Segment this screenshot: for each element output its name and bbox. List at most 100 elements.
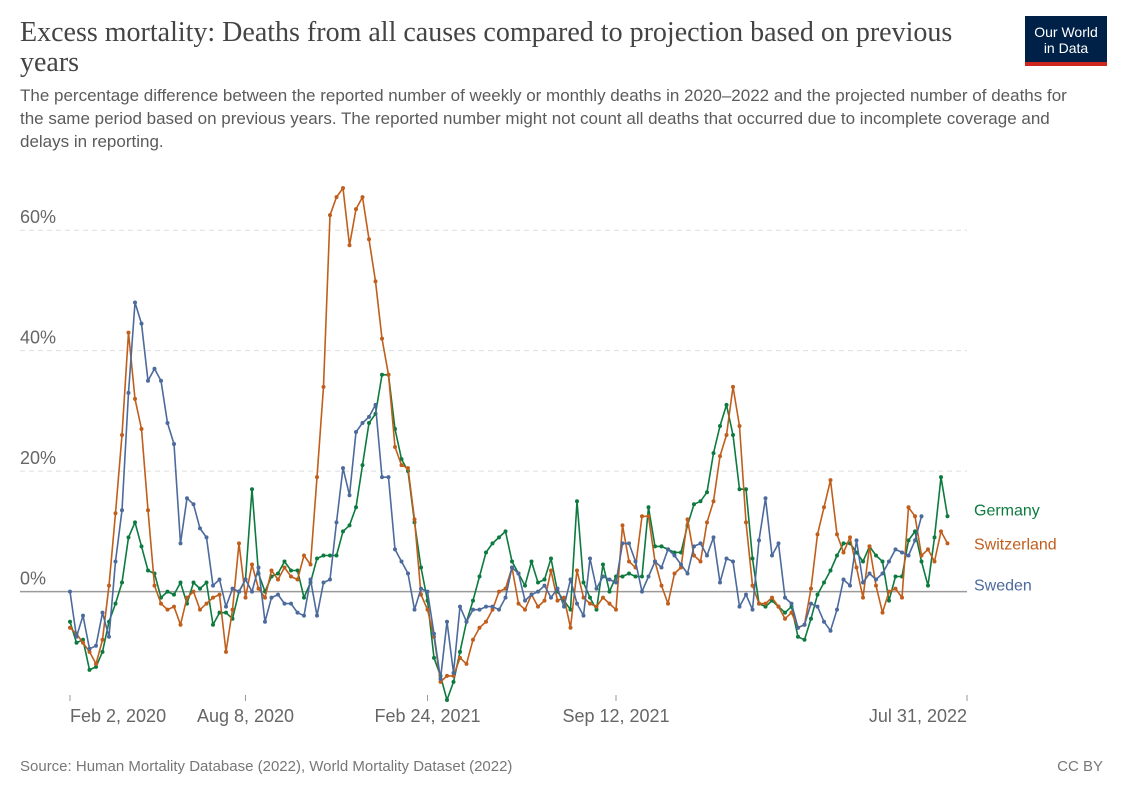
switzerland-point [100, 637, 105, 642]
owid-logo[interactable]: Our World in Data [1025, 16, 1107, 66]
switzerland-point [835, 532, 839, 537]
switzerland-point [549, 568, 553, 573]
switzerland-point [594, 604, 599, 609]
germany-point [217, 610, 222, 615]
germany-point [945, 514, 950, 519]
germany-point [250, 487, 254, 492]
switzerland-point [406, 466, 410, 471]
switzerland-point [874, 583, 878, 588]
switzerland-point [399, 463, 404, 468]
switzerland-point [562, 595, 566, 600]
sweden-point [542, 583, 547, 588]
switzerland-point [516, 601, 521, 606]
germany-point [672, 550, 677, 555]
switzerland-point [458, 655, 462, 660]
switzerland-point [334, 195, 339, 200]
germany-point [737, 487, 742, 492]
sweden-point [354, 429, 358, 434]
germany-point [497, 535, 501, 540]
germany-point [633, 574, 638, 579]
sweden-point [562, 604, 566, 609]
germany-point [575, 499, 579, 504]
switzerland-point [601, 595, 605, 600]
chart-subtitle: The percentage difference between the re… [20, 86, 1067, 151]
germany-point [893, 574, 898, 579]
switzerland-point [237, 541, 241, 546]
sweden-point [425, 589, 430, 594]
switzerland-point [373, 279, 378, 284]
sweden-point [477, 607, 482, 612]
switzerland-point [945, 541, 950, 546]
sweden-point [295, 610, 300, 615]
sweden-point [607, 577, 612, 582]
germany-point [211, 622, 215, 627]
sweden-point [640, 589, 644, 594]
sweden-point [139, 321, 144, 326]
license-link[interactable]: CC BY [1057, 758, 1103, 775]
sweden-point [172, 442, 176, 447]
switzerland-point [230, 607, 235, 612]
switzerland-point [367, 237, 371, 242]
germany-point [529, 559, 534, 564]
sweden-point [113, 559, 118, 564]
switzerland-point [165, 607, 170, 612]
sweden-point [393, 547, 397, 552]
sweden-point [633, 559, 638, 564]
switzerland-point [893, 586, 898, 591]
sweden-point [516, 571, 521, 576]
switzerland-point [705, 520, 709, 525]
sweden-line [69, 301, 923, 680]
switzerland-point [276, 577, 280, 582]
switzerland-point [497, 589, 501, 594]
sweden-point [464, 619, 469, 624]
germany-point [692, 502, 696, 507]
sweden-point [334, 520, 339, 525]
sweden-point [555, 586, 560, 591]
sweden-point [87, 646, 92, 651]
germany-point [932, 535, 937, 540]
switzerland-point [841, 550, 846, 555]
sweden-point [809, 601, 813, 606]
sweden-point [269, 595, 274, 600]
switzerland-point [906, 505, 911, 510]
logo-accent-bar [1025, 62, 1107, 66]
switzerland-point [484, 619, 488, 624]
germany-point [679, 550, 683, 555]
germany-point [594, 607, 599, 612]
sweden-point [659, 565, 664, 570]
sweden-point [432, 631, 436, 636]
legend-switzerland: Switzerland [974, 536, 1057, 553]
switzerland-point [198, 607, 202, 612]
sweden-point [367, 414, 371, 419]
sweden-point [893, 547, 898, 552]
sweden-point [107, 634, 111, 639]
switzerland-point [627, 559, 631, 564]
sweden-point [711, 535, 716, 540]
switzerland-point [685, 517, 690, 522]
germany-point [549, 556, 553, 561]
germany-point [828, 568, 833, 573]
sweden-point [731, 559, 735, 564]
sweden-point [230, 586, 235, 591]
switzerland-point [224, 649, 228, 654]
germany-point [653, 544, 657, 549]
germany-point [321, 553, 326, 558]
germany-point [87, 667, 92, 672]
sweden-point [614, 580, 618, 585]
germany-line [69, 373, 949, 701]
sweden-point [666, 547, 670, 552]
sweden-point [835, 607, 839, 612]
source-note[interactable]: Source: Human Mortality Database (2022),… [20, 758, 513, 775]
sweden-point [848, 583, 852, 588]
germany-point [627, 571, 631, 576]
switzerland-point [126, 330, 131, 335]
sweden-point [549, 595, 553, 600]
switzerland-point [900, 595, 904, 600]
sweden-point [263, 619, 267, 624]
switzerland-point [555, 598, 560, 603]
switzerland-point [68, 625, 72, 630]
switzerland-point [152, 583, 157, 588]
germany-point [568, 607, 573, 612]
germany-point [276, 571, 280, 576]
switzerland-point [783, 616, 787, 621]
